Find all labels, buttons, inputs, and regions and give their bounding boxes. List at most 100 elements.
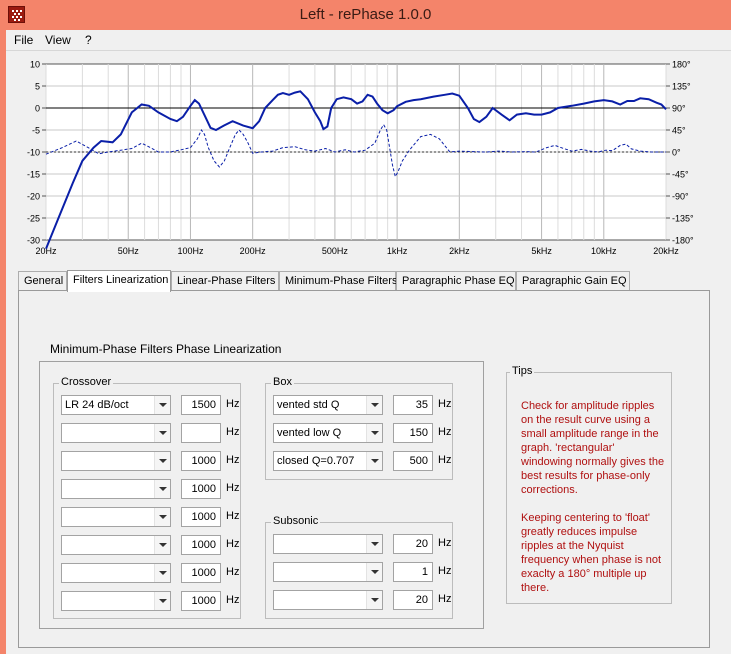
y-left-tick-label: -25 [27,214,40,224]
chevron-down-icon[interactable] [154,592,170,610]
y-left-tick-label: -30 [27,236,40,246]
y-right-tick-label: -45° [672,170,689,180]
x-tick-label: 10kHz [591,246,617,256]
crossover-frequency-input-8[interactable]: 1000 [181,591,221,611]
box-frequency-input-3[interactable]: 500 [393,451,433,471]
box-type-select-1[interactable]: vented std Q [273,395,383,415]
chevron-down-icon[interactable] [366,396,382,414]
y-left-tick-label: 5 [35,82,40,92]
tab-filters-linearization[interactable]: Filters Linearization [67,270,171,292]
crossover-unit-label: Hz [226,510,240,522]
y-left-tick-label: 0 [35,104,40,114]
y-right-tick-label: -180° [672,236,694,246]
tab-linear-phase-filters[interactable]: Linear-Phase Filters [171,271,279,291]
subsonic-frequency-input-1[interactable]: 20 [393,534,433,554]
y-right-tick-label: -135° [672,214,694,224]
crossover-unit-label: Hz [226,454,240,466]
chevron-down-icon[interactable] [154,424,170,442]
crossover-unit-label: Hz [226,482,240,494]
crossover-type-select-3[interactable] [61,451,171,471]
box-type-select-3[interactable]: closed Q=0.707 [273,451,383,471]
tab-general[interactable]: General [18,271,67,291]
tab-minimum-phase-filters[interactable]: Minimum-Phase Filters [279,271,397,291]
menu-view[interactable]: View [45,33,71,47]
subsonic-group: Subsonic 20 Hz 1 Hz 20 Hz [265,515,453,619]
tips-paragraph-1: Check for amplitude ripples on the resul… [521,400,665,496]
crossover-frequency-input-4[interactable]: 1000 [181,479,221,499]
x-tick-label: 500Hz [322,246,349,256]
window-border [0,30,6,654]
crossover-group: Crossover LR 24 dB/oct 1500 Hz Hz 1000 Hz 1000… [53,376,241,619]
tab-paragraphic-gain-eq[interactable]: Paragraphic Gain EQ [516,271,630,291]
box-type-select-2[interactable]: vented low Q [273,423,383,443]
subsonic-frequency-input-3[interactable]: 20 [393,590,433,610]
box-unit-label: Hz [438,454,452,466]
y-right-tick-label: -90° [672,192,689,202]
tips-text: Check for amplitude ripples on the resul… [521,399,666,609]
crossover-frequency-input-7[interactable]: 1000 [181,563,221,583]
box-unit-label: Hz [438,426,452,438]
chevron-down-icon[interactable] [154,480,170,498]
box-frequency-input-2[interactable]: 150 [393,423,433,443]
tab-paragraphic-phase-eq[interactable]: Paragraphic Phase EQ [396,271,516,291]
crossover-frequency-input-3[interactable]: 1000 [181,451,221,471]
y-left-tick-label: 10 [30,60,40,70]
chevron-down-icon[interactable] [366,535,382,553]
box-unit-label: Hz [438,398,452,410]
chevron-down-icon[interactable] [366,452,382,470]
y-right-tick-label: 0° [672,148,681,158]
frequency-response-graph[interactable]: 10 5 0 -5 -10 -15 -20 -25 -30 180° 135° 90° 45° 0° -4… [6,50,731,266]
chevron-down-icon[interactable] [154,564,170,582]
tips-group: Tips Check for amplitude ripples on the … [506,365,672,604]
x-tick-label: 20kHz [653,246,679,256]
crossover-type-select-2[interactable] [61,423,171,443]
menu-file[interactable]: File [14,33,34,47]
y-left-tick-label: -10 [27,148,40,158]
tips-paragraph-2: Keeping centering to 'float' greatly red… [521,512,662,594]
x-tick-label: 1kHz [387,246,408,256]
y-right-tick-label: 135° [672,82,691,92]
box-frequency-input-1[interactable]: 35 [393,395,433,415]
crossover-type-select-1[interactable]: LR 24 dB/oct [61,395,171,415]
x-tick-label: 200Hz [240,246,267,256]
subsonic-type-select-2[interactable] [273,562,383,582]
crossover-type-select-7[interactable] [61,563,171,583]
box-type-value: vented std Q [277,399,340,411]
crossover-unit-label: Hz [226,566,240,578]
subsonic-unit-label: Hz [438,537,452,549]
crossover-type-select-4[interactable] [61,479,171,499]
chevron-down-icon[interactable] [154,396,170,414]
crossover-frequency-input-1[interactable]: 1500 [181,395,221,415]
subsonic-type-select-1[interactable] [273,534,383,554]
chevron-down-icon[interactable] [154,508,170,526]
crossover-frequency-input-6[interactable]: 1000 [181,535,221,555]
crossover-type-select-6[interactable] [61,535,171,555]
chevron-down-icon[interactable] [366,563,382,581]
crossover-type-select-8[interactable] [61,591,171,611]
title-bar: Left - rePhase 1.0.0 [0,0,731,30]
tips-label: Tips [510,365,535,377]
crossover-unit-label: Hz [226,538,240,550]
x-tick-label: 50Hz [118,246,140,256]
crossover-frequency-input-2[interactable] [181,423,221,443]
box-type-value: closed Q=0.707 [277,455,355,467]
subsonic-type-select-3[interactable] [273,590,383,610]
subsonic-unit-label: Hz [438,593,452,605]
box-label: Box [271,376,294,388]
crossover-frequency-input-5[interactable]: 1000 [181,507,221,527]
phase-curve [45,123,666,178]
menu-bar: File View ? [6,30,731,50]
chevron-down-icon[interactable] [154,536,170,554]
chevron-down-icon[interactable] [366,591,382,609]
chevron-down-icon[interactable] [366,424,382,442]
panel-title: Minimum-Phase Filters Phase Linearizatio… [50,342,282,356]
crossover-unit-label: Hz [226,398,240,410]
app-icon [8,6,25,23]
subsonic-frequency-input-2[interactable]: 1 [393,562,433,582]
chevron-down-icon[interactable] [154,452,170,470]
graph-svg[interactable]: 10 5 0 -5 -10 -15 -20 -25 -30 180° 135° 90° 45° 0° -4… [6,51,731,266]
menu-help[interactable]: ? [85,33,92,47]
tab-panel: Minimum-Phase Filters Phase Linearizatio… [18,290,710,648]
crossover-type-select-5[interactable] [61,507,171,527]
subsonic-label: Subsonic [271,515,321,527]
